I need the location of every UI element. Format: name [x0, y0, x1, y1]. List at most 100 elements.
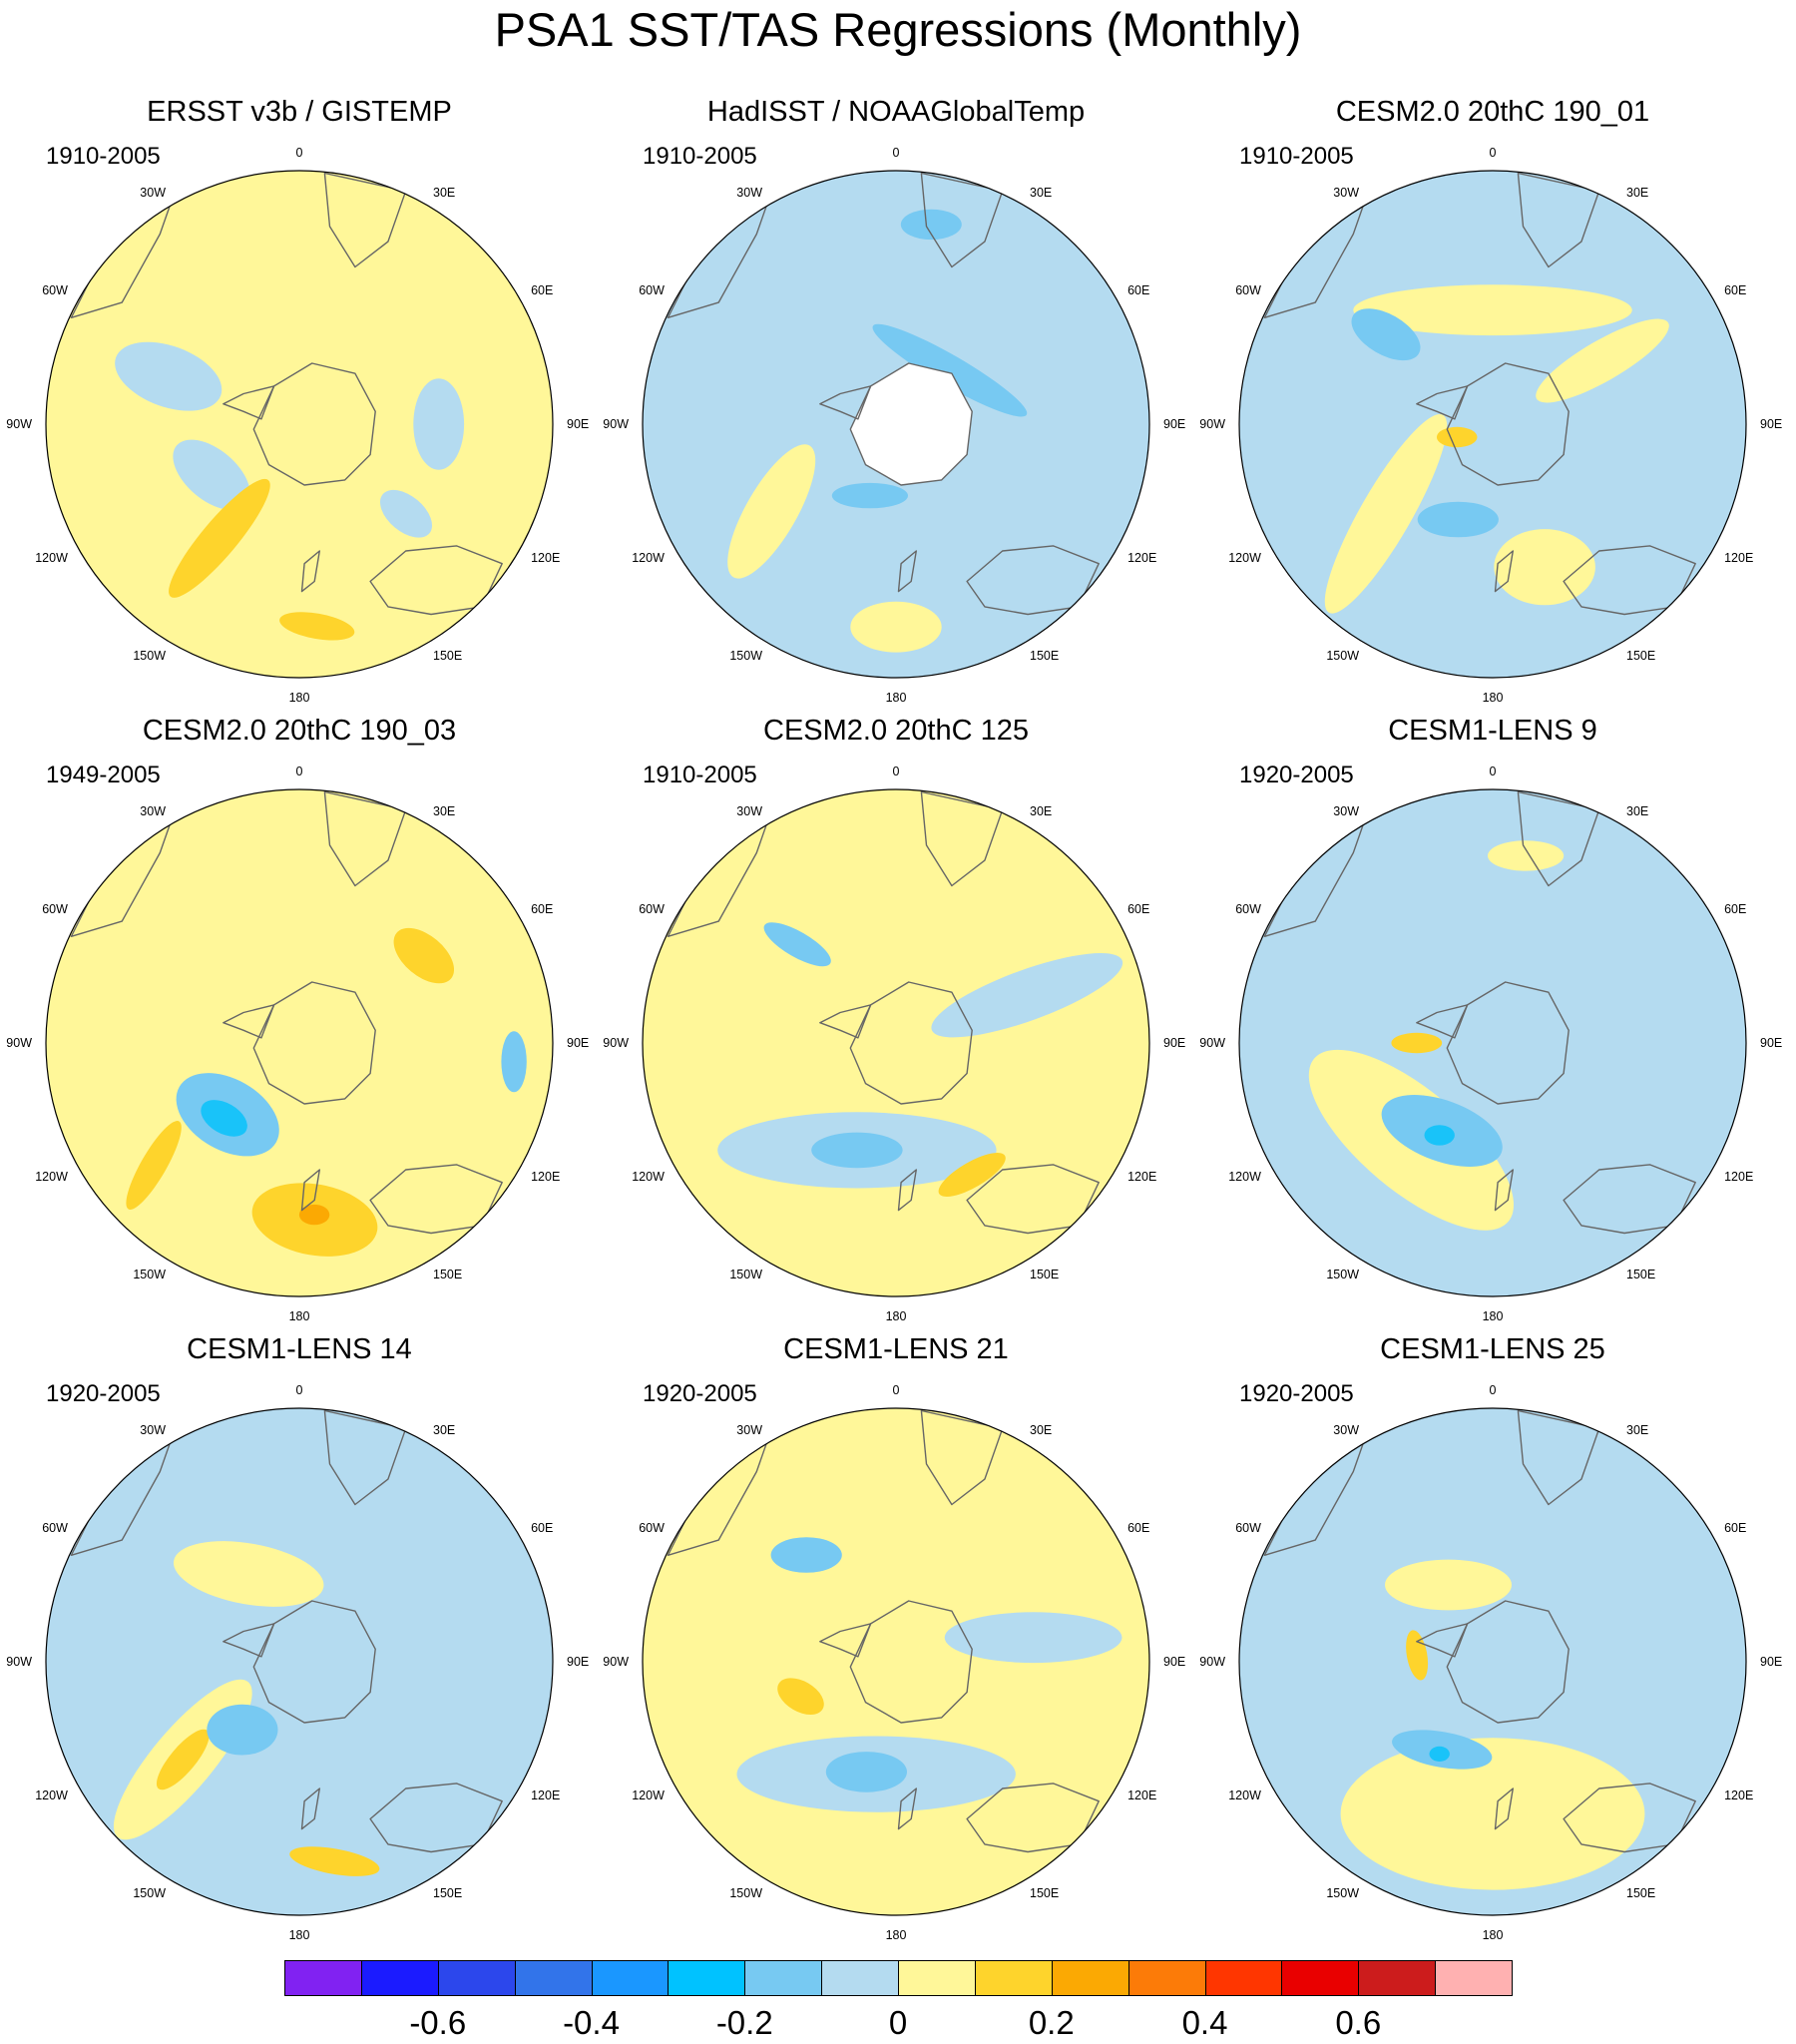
longitude-label: 90W: [6, 417, 32, 431]
map-boundary-circle: [45, 788, 554, 1297]
longitude-label: 0: [893, 146, 900, 160]
regression-contour-region: [501, 1031, 527, 1093]
longitude-label: 120E: [1127, 1788, 1156, 1802]
colorbar-box: [898, 1960, 976, 1996]
regression-contour-region: [126, 1121, 182, 1210]
colorbar-box: [1435, 1960, 1513, 1996]
coastline-peninsula: [819, 1623, 872, 1658]
regression-field-background: [1239, 789, 1746, 1296]
coastline-newZealand: [300, 550, 320, 593]
panel-title: CESM1-LENS 25: [1380, 1333, 1605, 1365]
coastline-australia: [966, 1164, 1100, 1235]
longitude-label: 60W: [42, 1521, 68, 1535]
panel-period: 1920-2005: [643, 1380, 757, 1407]
panel-period: 1910-2005: [1239, 143, 1354, 170]
longitude-label: 60W: [639, 902, 665, 916]
colorbar-tick-label: -0.4: [563, 2004, 620, 2041]
map-boundary-circle: [1238, 1407, 1747, 1916]
coastline-antarctica: [1446, 362, 1570, 486]
longitude-label: 120E: [531, 551, 560, 565]
longitude-label: 30E: [1030, 804, 1052, 818]
longitude-label: 150E: [1626, 1268, 1655, 1281]
regression-contour-region: [379, 489, 433, 538]
colorbar-box: [591, 1960, 670, 1996]
longitude-label: 30W: [736, 804, 762, 818]
longitude-label: 180: [289, 1928, 310, 1942]
longitude-label: 150W: [133, 649, 166, 663]
colorbar: -0.6 -0.4 -0.2 0 0.2 0.4 0.6: [284, 1960, 1513, 2044]
polar-stereographic-map: 0 30E 60E 90E 120E 150E 180 150W 120W 90W 60W 30W: [1199, 765, 1782, 1323]
regression-contour-region: [1488, 840, 1565, 871]
longitude-label: 120W: [1228, 1788, 1261, 1802]
longitude-label: 90E: [1163, 1036, 1185, 1050]
coastline-newZealand: [300, 1169, 320, 1212]
panel-title: CESM2.0 20thC 190_03: [142, 715, 457, 747]
longitude-label: 120E: [1724, 1170, 1753, 1184]
map-panel: CESM1-LENS 21 0 30E 60E 90E 120E 150E 180 150W 12…: [597, 1332, 1195, 1951]
regression-contour-region: [289, 1846, 380, 1876]
longitude-label: 150E: [1030, 1886, 1059, 1900]
colorbar-box: [1051, 1960, 1129, 1996]
panel-period: 1949-2005: [46, 762, 161, 788]
longitude-label: 180: [886, 1309, 907, 1323]
regression-contour-region: [298, 1204, 330, 1226]
colorbar-box: [1358, 1960, 1437, 1996]
longitude-label: 90E: [1760, 1036, 1782, 1050]
regression-field-background: [643, 1408, 1149, 1915]
coastline-newZealand: [897, 1169, 917, 1212]
colorbar-box: [1204, 1960, 1283, 1996]
longitude-label: 30E: [433, 186, 455, 200]
longitude-label: 120W: [35, 1788, 68, 1802]
longitude-label: 0: [1490, 1383, 1497, 1397]
colorbar-box: [284, 1960, 362, 1996]
panel-title: CESM2.0 20thC 190_01: [1335, 96, 1650, 128]
colorbar-box: [437, 1960, 516, 1996]
longitude-label: 0: [893, 765, 900, 778]
map-panel: HadISST / NOAAGlobalTemp 0 30E 60E 90E 120E 15…: [597, 95, 1195, 714]
longitude-label: 0: [1490, 146, 1497, 160]
panel-title: CESM1-LENS 9: [1388, 715, 1597, 747]
regression-contour-region: [1340, 1738, 1645, 1890]
colorbar-tick-label: -0.2: [715, 2004, 773, 2041]
regression-contour-region: [173, 439, 250, 511]
longitude-label: 30W: [1333, 1423, 1359, 1437]
longitude-label: 90W: [6, 1036, 32, 1050]
map-panel: CESM2.0 20thC 190_01 0 30E 60E 90E 120E 150E 18…: [1193, 95, 1792, 714]
longitude-label: 120E: [1127, 1170, 1156, 1184]
longitude-label: 60W: [1235, 902, 1261, 916]
regression-field-background: [643, 789, 1149, 1296]
longitude-label: 150E: [1030, 1268, 1059, 1281]
map-boundary-circle: [45, 1407, 554, 1916]
longitude-label: 120W: [35, 1170, 68, 1184]
colorbar-box: [1281, 1960, 1360, 1996]
longitude-label: 120E: [1724, 1788, 1753, 1802]
regression-contour-region: [872, 323, 1028, 417]
colorbar-tick-label: 0.4: [1181, 2004, 1228, 2041]
regression-contour-region: [393, 927, 455, 984]
longitude-label: 90E: [1760, 417, 1782, 431]
map-panel: CESM1-LENS 9 0 30E 60E 90E 120E 150E 180 150W 120…: [1193, 714, 1792, 1332]
regression-contour-region: [811, 1132, 903, 1169]
regression-contour-region: [850, 601, 942, 653]
longitude-label: 60E: [531, 902, 553, 916]
regression-contour-region: [825, 1752, 907, 1792]
coastline-peninsula: [1416, 385, 1469, 420]
longitude-label: 30E: [433, 1423, 455, 1437]
polar-stereographic-map: 0 30E 60E 90E 120E 150E 180 150W 120W 90W 60W 30W: [603, 146, 1185, 705]
longitude-label: 0: [893, 1383, 900, 1397]
longitude-label: 60E: [1724, 283, 1746, 297]
longitude-label: 90W: [6, 1655, 32, 1669]
coastline-newZealand: [897, 550, 917, 593]
colorbar-box: [360, 1960, 439, 1996]
map-boundary-circle: [642, 788, 1150, 1297]
colorbar-tick-label: 0.6: [1335, 2004, 1382, 2041]
panel-period: 1920-2005: [46, 1380, 161, 1407]
regression-contour-region: [1429, 1746, 1450, 1762]
map-panel: CESM1-LENS 14 0 30E 60E 90E 120E 150E 180 150W 12…: [0, 1332, 599, 1951]
coastline-peninsula: [223, 385, 275, 420]
longitude-label: 150E: [1626, 1886, 1655, 1900]
coastline-peninsula: [819, 1004, 872, 1039]
longitude-label: 30W: [1333, 186, 1359, 200]
coastline-antarctica: [849, 981, 973, 1105]
map-boundary-circle: [1238, 170, 1747, 679]
